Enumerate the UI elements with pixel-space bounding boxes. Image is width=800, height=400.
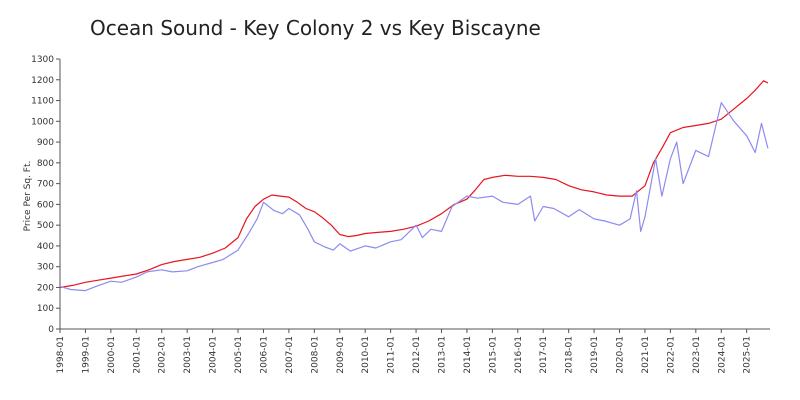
series-line-1	[59, 80, 769, 289]
y-tick-label: 800	[37, 159, 54, 169]
chart-series-layer	[59, 80, 769, 292]
y-tick-label: 600	[37, 200, 54, 210]
y-axis-label: Price Per Sq. Ft.	[23, 161, 33, 232]
y-tick-label: 0	[48, 325, 54, 335]
y-tick-label: 1100	[31, 97, 54, 107]
y-tick-label: 700	[37, 180, 54, 190]
x-tick-label: 2010-01	[361, 336, 371, 374]
x-tick-label: 2006-01	[259, 336, 269, 374]
x-tick-label: 2022-01	[666, 336, 676, 374]
y-tick-label: 300	[37, 263, 54, 273]
x-tick-label: 1998-01	[56, 336, 66, 374]
x-tick-label: 2011-01	[387, 336, 397, 374]
x-tick-label: 2004-01	[209, 336, 219, 374]
x-tick-label: 2018-01	[565, 336, 575, 374]
y-tick-label: 1300	[31, 55, 54, 65]
x-tick-label: 2001-01	[132, 336, 142, 374]
x-tick-label: 2023-01	[692, 336, 702, 374]
x-tick-label: 2008-01	[310, 336, 320, 374]
y-tick-label: 400	[37, 242, 54, 252]
x-tick-label: 2012-01	[412, 336, 422, 374]
y-tick-label: 900	[37, 138, 54, 148]
series-line-2	[59, 101, 769, 292]
x-tick-label: 2016-01	[514, 336, 524, 374]
x-tick-label: 2007-01	[285, 336, 295, 374]
y-tick-label: 1000	[31, 117, 54, 127]
x-tick-label: 2013-01	[437, 336, 447, 374]
x-tick-label: 2014-01	[463, 336, 473, 374]
y-tick-label: 1200	[31, 76, 54, 86]
x-tick-label: 2005-01	[234, 336, 244, 374]
x-tick-label: 2015-01	[488, 336, 498, 374]
x-tick-label: 2019-01	[590, 336, 600, 374]
x-tick-label: 2020-01	[616, 336, 626, 374]
x-tick-label: 1999-01	[81, 336, 91, 374]
x-tick-label: 2017-01	[539, 336, 549, 374]
chart-title: Ocean Sound - Key Colony 2 vs Key Biscay…	[90, 16, 541, 40]
x-tick-label: 2003-01	[183, 336, 193, 374]
x-tick-label: 2000-01	[107, 336, 117, 374]
x-tick-label: 2021-01	[641, 336, 651, 374]
x-tick-label: 2025-01	[743, 336, 753, 374]
x-tick-label: 2024-01	[717, 336, 727, 374]
y-tick-label: 200	[37, 283, 54, 293]
y-tick-label: 100	[37, 304, 54, 314]
y-tick-label: 500	[37, 221, 54, 231]
x-tick-label: 2002-01	[158, 336, 168, 374]
chart-axes: 0 100 200 300 400 500 600 700 800 900 1000 1100 1200…	[31, 55, 770, 374]
x-tick-label: 2009-01	[336, 336, 346, 374]
